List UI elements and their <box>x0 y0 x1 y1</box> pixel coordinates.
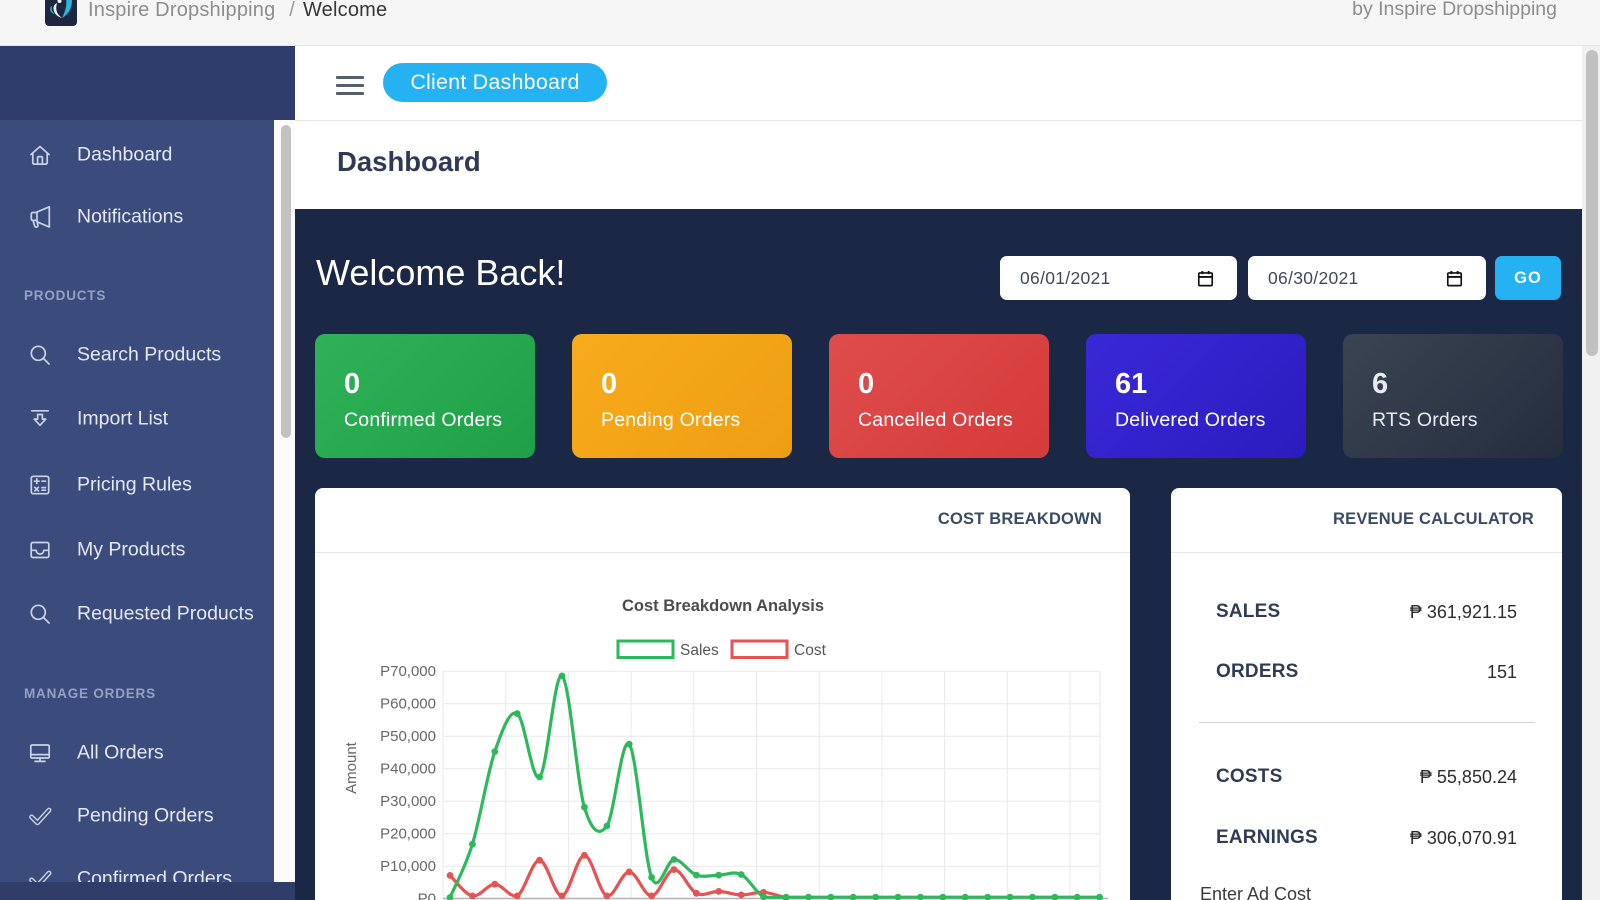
svg-text:Cost Breakdown Analysis: Cost Breakdown Analysis <box>622 597 824 615</box>
svg-text:Cost: Cost <box>794 642 827 659</box>
svg-text:P10,000: P10,000 <box>380 858 436 875</box>
svg-text:P50,000: P50,000 <box>380 728 436 745</box>
svg-text:P60,000: P60,000 <box>380 696 436 713</box>
svg-text:P70,000: P70,000 <box>380 663 436 680</box>
svg-text:P20,000: P20,000 <box>380 826 436 843</box>
svg-text:P0: P0 <box>418 891 436 900</box>
svg-text:P30,000: P30,000 <box>380 793 436 810</box>
svg-text:Sales: Sales <box>680 642 719 659</box>
svg-text:P40,000: P40,000 <box>380 761 436 778</box>
svg-text:Amount: Amount <box>343 741 360 794</box>
